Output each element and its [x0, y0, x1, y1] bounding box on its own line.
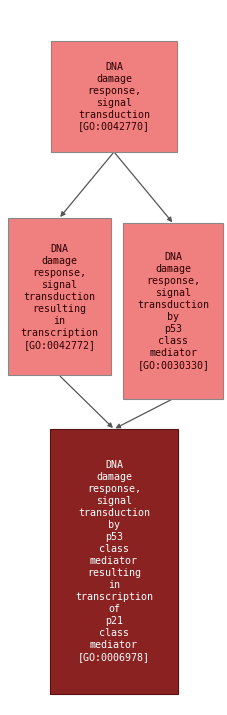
Text: DNA
damage
response,
signal
transduction
resulting
in
transcription
[GO:0042772]: DNA damage response, signal transduction… — [20, 244, 98, 350]
Text: DNA
damage
response,
signal
transduction
by
p53
class
mediator
resulting
in
tran: DNA damage response, signal transduction… — [75, 460, 152, 662]
FancyBboxPatch shape — [123, 223, 222, 399]
Text: DNA
damage
response,
signal
transduction
by
p53
class
mediator
[GO:0030330]: DNA damage response, signal transduction… — [137, 252, 208, 370]
FancyBboxPatch shape — [8, 218, 110, 375]
FancyBboxPatch shape — [50, 429, 177, 694]
FancyBboxPatch shape — [51, 41, 176, 152]
Text: DNA
damage
response,
signal
transduction
[GO:0042770]: DNA damage response, signal transduction… — [78, 61, 149, 132]
